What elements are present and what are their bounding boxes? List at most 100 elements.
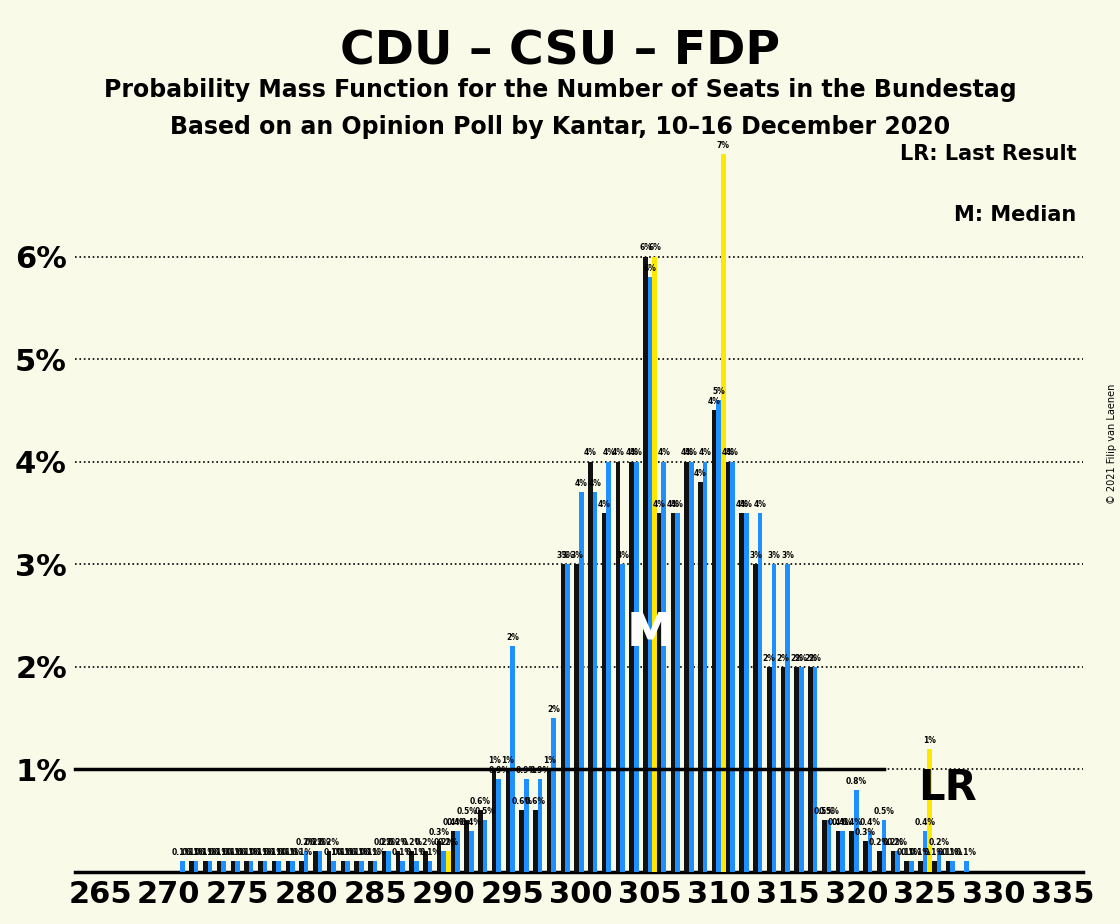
Bar — [455, 831, 460, 871]
Text: 0.2%: 0.2% — [309, 838, 330, 847]
Text: 0.2%: 0.2% — [319, 838, 339, 847]
Bar — [890, 851, 895, 871]
Bar — [446, 851, 450, 871]
Bar — [932, 861, 936, 871]
Bar — [259, 861, 263, 871]
Text: 4%: 4% — [726, 448, 739, 457]
Text: 1%: 1% — [543, 756, 556, 765]
Bar — [373, 861, 377, 871]
Text: 0.4%: 0.4% — [841, 818, 862, 827]
Text: 0.1%: 0.1% — [223, 848, 243, 857]
Text: CDU – CSU – FDP: CDU – CSU – FDP — [340, 30, 780, 75]
Text: 0.1%: 0.1% — [392, 848, 413, 857]
Bar — [855, 790, 859, 871]
Bar — [767, 666, 772, 871]
Bar — [318, 851, 323, 871]
Bar — [231, 861, 235, 871]
Text: 0.3%: 0.3% — [855, 828, 876, 837]
Text: 2%: 2% — [809, 653, 821, 663]
Bar — [671, 513, 675, 871]
Bar — [849, 831, 855, 871]
Text: 0.1%: 0.1% — [291, 848, 312, 857]
Bar — [799, 666, 803, 871]
Text: 6%: 6% — [640, 243, 652, 252]
Bar — [332, 861, 336, 871]
Bar — [217, 861, 222, 871]
Text: 4%: 4% — [684, 448, 698, 457]
Bar — [483, 821, 487, 871]
Bar — [781, 666, 785, 871]
Bar — [634, 462, 638, 871]
Text: 4%: 4% — [653, 500, 665, 509]
Bar — [428, 861, 432, 871]
Bar — [575, 565, 579, 871]
Bar — [717, 400, 721, 871]
Bar — [964, 861, 969, 871]
Bar — [744, 513, 748, 871]
Text: 0.3%: 0.3% — [429, 828, 450, 837]
Bar — [629, 462, 634, 871]
Text: 4%: 4% — [680, 448, 693, 457]
Text: 0.2%: 0.2% — [379, 838, 399, 847]
Text: 0.5%: 0.5% — [475, 808, 495, 816]
Bar — [465, 821, 469, 871]
Text: 0.2%: 0.2% — [414, 838, 436, 847]
Text: 0.1%: 0.1% — [195, 848, 216, 857]
Text: 0.9%: 0.9% — [488, 766, 510, 775]
Bar — [739, 513, 744, 871]
Bar — [189, 861, 194, 871]
Text: 0.4%: 0.4% — [442, 818, 464, 827]
Text: 3%: 3% — [767, 551, 781, 560]
Text: 0.1%: 0.1% — [199, 848, 221, 857]
Text: 0.4%: 0.4% — [915, 818, 935, 827]
Text: 1%: 1% — [923, 736, 936, 745]
Text: 0.1%: 0.1% — [405, 848, 427, 857]
Bar — [345, 861, 349, 871]
Bar — [478, 810, 483, 871]
Text: 2%: 2% — [548, 705, 560, 713]
Text: 0.1%: 0.1% — [351, 848, 372, 857]
Text: 0.1%: 0.1% — [364, 848, 385, 857]
Text: 2%: 2% — [795, 653, 808, 663]
Bar — [662, 462, 666, 871]
Text: 4%: 4% — [657, 448, 670, 457]
Text: 0.4%: 0.4% — [828, 818, 849, 827]
Bar — [726, 462, 730, 871]
Text: 0.1%: 0.1% — [333, 848, 354, 857]
Bar — [813, 666, 818, 871]
Text: 0.2%: 0.2% — [305, 838, 326, 847]
Text: 0.1%: 0.1% — [337, 848, 358, 857]
Bar — [286, 861, 290, 871]
Text: 4%: 4% — [736, 500, 748, 509]
Bar — [395, 851, 400, 871]
Text: 2%: 2% — [763, 653, 776, 663]
Text: 0.1%: 0.1% — [250, 848, 271, 857]
Text: 4%: 4% — [699, 448, 711, 457]
Text: 4%: 4% — [694, 469, 707, 478]
Bar — [314, 851, 318, 871]
Text: 4%: 4% — [708, 397, 720, 407]
Text: Based on an Opinion Poll by Kantar, 10–16 December 2020: Based on an Opinion Poll by Kantar, 10–1… — [170, 115, 950, 139]
Text: 4%: 4% — [754, 500, 766, 509]
Text: 0.1%: 0.1% — [268, 848, 289, 857]
Bar — [561, 565, 566, 871]
Bar — [794, 666, 799, 871]
Text: 0.1%: 0.1% — [896, 848, 917, 857]
Bar — [950, 861, 955, 871]
Bar — [758, 513, 763, 871]
Bar — [772, 565, 776, 871]
Text: 3%: 3% — [749, 551, 762, 560]
Text: 0.1%: 0.1% — [213, 848, 234, 857]
Bar — [469, 831, 474, 871]
Text: 0.1%: 0.1% — [172, 848, 193, 857]
Text: 0.6%: 0.6% — [525, 797, 545, 806]
Text: 0.6%: 0.6% — [511, 797, 532, 806]
Text: 3%: 3% — [570, 551, 584, 560]
Bar — [235, 861, 240, 871]
Text: 0.2%: 0.2% — [883, 838, 904, 847]
Bar — [263, 861, 268, 871]
Bar — [721, 154, 726, 871]
Text: 0.2%: 0.2% — [296, 838, 317, 847]
Text: 0.1%: 0.1% — [263, 848, 284, 857]
Text: 0.2%: 0.2% — [401, 838, 422, 847]
